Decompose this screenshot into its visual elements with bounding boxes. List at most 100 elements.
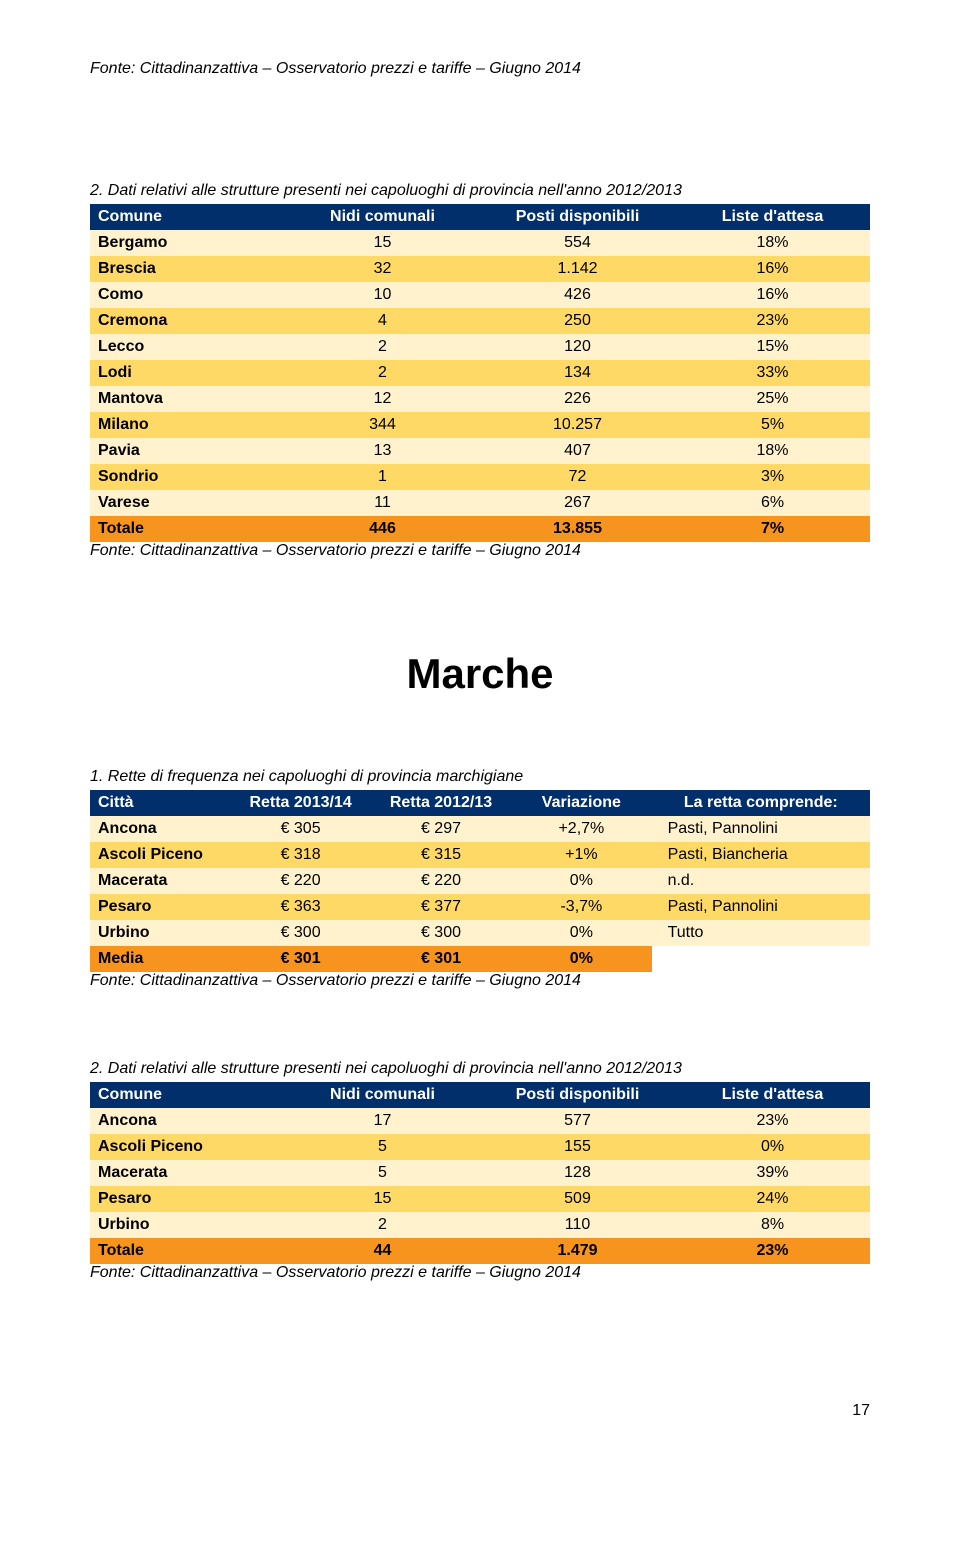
row-value: 426 — [480, 282, 675, 308]
row-value: +2,7% — [511, 816, 651, 842]
source-line-a: Fonte: Cittadinanzattiva – Osservatorio … — [90, 542, 870, 560]
row-value: +1% — [511, 842, 651, 868]
column-header: Nidi comunali — [285, 1082, 480, 1108]
column-header: Comune — [90, 204, 285, 230]
row-label: Lodi — [90, 360, 285, 386]
row-value: 0% — [511, 868, 651, 894]
table-row: Cremona425023% — [90, 308, 870, 334]
table-row: Urbino€ 300€ 3000%Tutto — [90, 920, 870, 946]
source-line-b: Fonte: Cittadinanzattiva – Osservatorio … — [90, 972, 870, 990]
row-value: Pasti, Biancheria — [652, 842, 870, 868]
table-row: Lecco212015% — [90, 334, 870, 360]
table-c-title: 2. Dati relativi alle strutture presenti… — [90, 1060, 870, 1078]
row-value: 25% — [675, 386, 870, 412]
column-header: Variazione — [511, 790, 651, 816]
row-value: 155 — [480, 1134, 675, 1160]
row-label: Como — [90, 282, 285, 308]
table-row: Ascoli Piceno€ 318€ 315+1%Pasti, Bianche… — [90, 842, 870, 868]
table-row: Milano34410.2575% — [90, 412, 870, 438]
row-value: € 315 — [371, 842, 511, 868]
row-value: € 305 — [230, 816, 370, 842]
total-value: 23% — [675, 1238, 870, 1264]
table-row: Ancona1757723% — [90, 1108, 870, 1134]
table-row: Macerata512839% — [90, 1160, 870, 1186]
row-label: Bergamo — [90, 230, 285, 256]
table-row: Pesaro1550924% — [90, 1186, 870, 1212]
row-label: Ascoli Piceno — [90, 842, 230, 868]
row-value: € 300 — [230, 920, 370, 946]
table-row: Como1042616% — [90, 282, 870, 308]
row-value: 344 — [285, 412, 480, 438]
total-value: 446 — [285, 516, 480, 542]
page-number: 17 — [90, 1402, 870, 1420]
row-label: Ancona — [90, 1108, 285, 1134]
row-label: Cremona — [90, 308, 285, 334]
row-value: 5% — [675, 412, 870, 438]
row-label: Pavia — [90, 438, 285, 464]
row-value: 120 — [480, 334, 675, 360]
row-label: Brescia — [90, 256, 285, 282]
row-value: 267 — [480, 490, 675, 516]
row-value: 32 — [285, 256, 480, 282]
row-value: 18% — [675, 438, 870, 464]
total-value — [652, 946, 870, 972]
column-header: Posti disponibili — [480, 204, 675, 230]
row-value: 2 — [285, 1212, 480, 1238]
row-label: Milano — [90, 412, 285, 438]
total-value: 13.855 — [480, 516, 675, 542]
row-value: 10 — [285, 282, 480, 308]
table-total-row: Media€ 301€ 3010% — [90, 946, 870, 972]
row-value: 15 — [285, 1186, 480, 1212]
row-value: 1.142 — [480, 256, 675, 282]
column-header: Città — [90, 790, 230, 816]
row-value: 110 — [480, 1212, 675, 1238]
row-value: 15% — [675, 334, 870, 360]
row-value: 13 — [285, 438, 480, 464]
row-value: 11 — [285, 490, 480, 516]
row-label: Macerata — [90, 1160, 285, 1186]
total-label: Totale — [90, 1238, 285, 1264]
row-label: Lecco — [90, 334, 285, 360]
row-value: 134 — [480, 360, 675, 386]
row-value: € 300 — [371, 920, 511, 946]
table-b-title: 1. Rette di frequenza nei capoluoghi di … — [90, 768, 870, 786]
row-value: 72 — [480, 464, 675, 490]
source-line-c: Fonte: Cittadinanzattiva – Osservatorio … — [90, 1264, 870, 1282]
row-value: n.d. — [652, 868, 870, 894]
row-value: 407 — [480, 438, 675, 464]
column-header: Liste d'attesa — [675, 1082, 870, 1108]
row-value: 1 — [285, 464, 480, 490]
table-row: Pesaro€ 363€ 377-3,7%Pasti, Pannolini — [90, 894, 870, 920]
row-value: 3% — [675, 464, 870, 490]
total-value: 1.479 — [480, 1238, 675, 1264]
row-value: 554 — [480, 230, 675, 256]
column-header: Retta 2012/13 — [371, 790, 511, 816]
row-value: 23% — [675, 308, 870, 334]
row-value: 5 — [285, 1160, 480, 1186]
row-label: Sondrio — [90, 464, 285, 490]
row-value: Pasti, Pannolini — [652, 816, 870, 842]
row-value: 4 — [285, 308, 480, 334]
column-header: Liste d'attesa — [675, 204, 870, 230]
row-value: 0% — [511, 920, 651, 946]
table-b: CittàRetta 2013/14Retta 2012/13Variazion… — [90, 790, 870, 972]
table-total-row: Totale441.47923% — [90, 1238, 870, 1264]
row-value: € 363 — [230, 894, 370, 920]
row-value: 23% — [675, 1108, 870, 1134]
table-row: Sondrio1723% — [90, 464, 870, 490]
row-value: 6% — [675, 490, 870, 516]
row-value: 18% — [675, 230, 870, 256]
table-row: Ancona€ 305€ 297+2,7%Pasti, Pannolini — [90, 816, 870, 842]
row-value: € 297 — [371, 816, 511, 842]
row-value: € 318 — [230, 842, 370, 868]
total-value: 44 — [285, 1238, 480, 1264]
row-label: Varese — [90, 490, 285, 516]
row-label: Pesaro — [90, 1186, 285, 1212]
column-header: Retta 2013/14 — [230, 790, 370, 816]
row-value: 226 — [480, 386, 675, 412]
row-label: Pesaro — [90, 894, 230, 920]
row-value: 24% — [675, 1186, 870, 1212]
row-value: 17 — [285, 1108, 480, 1134]
row-label: Macerata — [90, 868, 230, 894]
row-label: Urbino — [90, 920, 230, 946]
